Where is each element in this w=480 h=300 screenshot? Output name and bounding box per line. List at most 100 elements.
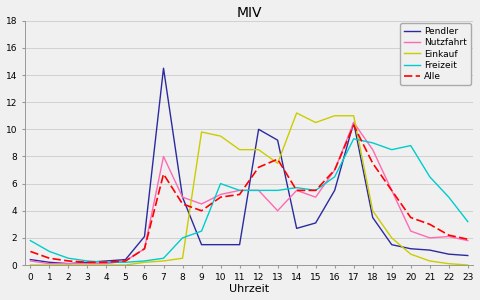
Nutzfahrt	[427, 236, 432, 240]
Pendler	[122, 258, 128, 261]
Nutzfahrt	[161, 154, 167, 158]
Pendler	[104, 259, 109, 263]
Nutzfahrt	[275, 209, 280, 212]
Freizeit	[351, 137, 357, 141]
Alle	[465, 237, 471, 241]
Alle	[199, 209, 204, 212]
Freizeit	[256, 189, 262, 192]
Pendler	[237, 243, 242, 247]
Alle	[237, 193, 242, 196]
Einkauf	[256, 148, 262, 152]
Freizeit	[389, 148, 395, 152]
Pendler	[47, 260, 52, 264]
Pendler	[142, 235, 147, 238]
Pendler	[218, 243, 224, 247]
Pendler	[275, 138, 280, 142]
Pendler	[465, 254, 471, 257]
Alle	[332, 168, 337, 172]
Pendler	[161, 66, 167, 70]
Nutzfahrt	[389, 189, 395, 192]
Freizeit	[427, 175, 432, 178]
Nutzfahrt	[446, 235, 452, 238]
Pendler	[84, 260, 90, 264]
Nutzfahrt	[332, 168, 337, 172]
Freizeit	[180, 236, 185, 240]
Nutzfahrt	[84, 262, 90, 266]
Freizeit	[161, 256, 167, 260]
Alle	[142, 247, 147, 250]
Einkauf	[465, 263, 471, 267]
Einkauf	[199, 130, 204, 134]
Einkauf	[294, 111, 300, 115]
Alle	[122, 259, 128, 263]
Alle	[180, 202, 185, 206]
Nutzfahrt	[408, 229, 414, 233]
Einkauf	[161, 259, 167, 263]
Line: Freizeit: Freizeit	[30, 139, 468, 262]
Alle	[161, 172, 167, 176]
Einkauf	[427, 259, 432, 263]
Einkauf	[237, 148, 242, 152]
Nutzfahrt	[370, 148, 375, 152]
Freizeit	[237, 189, 242, 192]
Nutzfahrt	[122, 259, 128, 263]
Nutzfahrt	[465, 239, 471, 242]
Pendler	[313, 221, 319, 225]
Nutzfahrt	[351, 121, 357, 124]
X-axis label: Uhrzeit: Uhrzeit	[229, 284, 269, 294]
Alle	[218, 195, 224, 199]
Einkauf	[446, 262, 452, 266]
Alle	[275, 158, 280, 161]
Nutzfahrt	[180, 195, 185, 199]
Title: MIV: MIV	[236, 6, 262, 20]
Pendler	[370, 216, 375, 219]
Alle	[84, 260, 90, 264]
Line: Pendler: Pendler	[30, 68, 468, 264]
Freizeit	[370, 141, 375, 145]
Alle	[294, 189, 300, 192]
Alle	[313, 189, 319, 192]
Alle	[66, 259, 72, 263]
Alle	[47, 256, 52, 260]
Pendler	[332, 189, 337, 192]
Nutzfahrt	[237, 189, 242, 192]
Einkauf	[84, 263, 90, 267]
Pendler	[256, 128, 262, 131]
Einkauf	[370, 209, 375, 212]
Freizeit	[66, 256, 72, 260]
Line: Nutzfahrt: Nutzfahrt	[30, 122, 468, 264]
Pendler	[351, 121, 357, 124]
Einkauf	[218, 134, 224, 138]
Legend: Pendler, Nutzfahrt, Einkauf, Freizeit, Alle: Pendler, Nutzfahrt, Einkauf, Freizeit, A…	[400, 23, 471, 85]
Nutzfahrt	[142, 247, 147, 250]
Einkauf	[104, 263, 109, 267]
Nutzfahrt	[104, 262, 109, 266]
Alle	[389, 189, 395, 192]
Pendler	[66, 262, 72, 266]
Alle	[370, 161, 375, 165]
Pendler	[180, 195, 185, 199]
Freizeit	[275, 189, 280, 192]
Alle	[408, 216, 414, 219]
Pendler	[446, 252, 452, 256]
Einkauf	[66, 263, 72, 267]
Einkauf	[389, 236, 395, 240]
Einkauf	[351, 114, 357, 118]
Nutzfahrt	[313, 195, 319, 199]
Freizeit	[446, 195, 452, 199]
Nutzfahrt	[47, 262, 52, 266]
Einkauf	[142, 260, 147, 264]
Alle	[104, 260, 109, 264]
Freizeit	[142, 259, 147, 263]
Pendler	[27, 258, 33, 261]
Einkauf	[332, 114, 337, 118]
Einkauf	[27, 263, 33, 267]
Freizeit	[294, 186, 300, 190]
Freizeit	[218, 182, 224, 185]
Freizeit	[199, 229, 204, 233]
Alle	[427, 223, 432, 226]
Nutzfahrt	[27, 259, 33, 263]
Einkauf	[408, 252, 414, 256]
Einkauf	[313, 121, 319, 124]
Line: Einkauf: Einkauf	[30, 113, 468, 265]
